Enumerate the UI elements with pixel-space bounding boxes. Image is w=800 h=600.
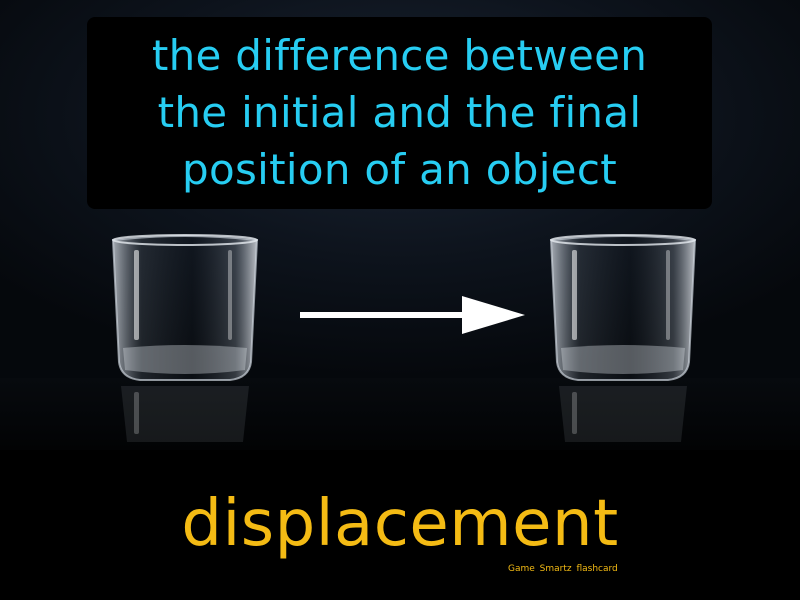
definition-box: the difference between the initial and t… — [87, 17, 712, 209]
definition-line: the initial and the final — [157, 88, 642, 137]
brand-credit: Game Smartz flashcard — [508, 564, 618, 574]
definition-text: the difference between the initial and t… — [101, 27, 698, 198]
definition-line: the difference between — [151, 31, 648, 80]
term-title: displacement — [181, 487, 619, 561]
floor-reflection — [0, 378, 800, 450]
definition-line: position of an object — [182, 145, 617, 194]
arrow-right-icon — [300, 296, 525, 334]
glass-icon — [111, 234, 259, 442]
glass-icon — [549, 234, 697, 442]
